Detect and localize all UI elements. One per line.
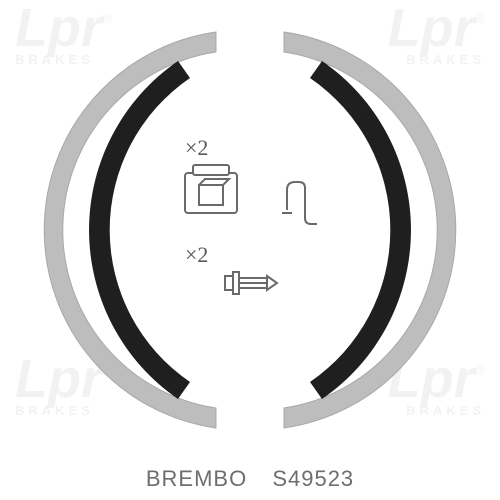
- part-number: S49523: [272, 466, 354, 491]
- caption: BREMBO S49523: [0, 466, 500, 492]
- brake-shoe-svg: [10, 10, 490, 450]
- clip-qty-label: ×2: [185, 135, 208, 161]
- bolt-icon: [225, 272, 277, 294]
- spring-icon: [282, 182, 317, 224]
- bolt-qty-label: ×2: [185, 242, 208, 268]
- brand-name: BREMBO: [146, 466, 247, 491]
- diagram-frame: Lpr® BRAKES Lpr® BRAKES Lpr® BRAKES Lpr®…: [10, 10, 490, 450]
- shoe-band-right: [284, 32, 456, 428]
- shoe-band-left: [44, 32, 216, 428]
- clip-icon: [185, 165, 237, 213]
